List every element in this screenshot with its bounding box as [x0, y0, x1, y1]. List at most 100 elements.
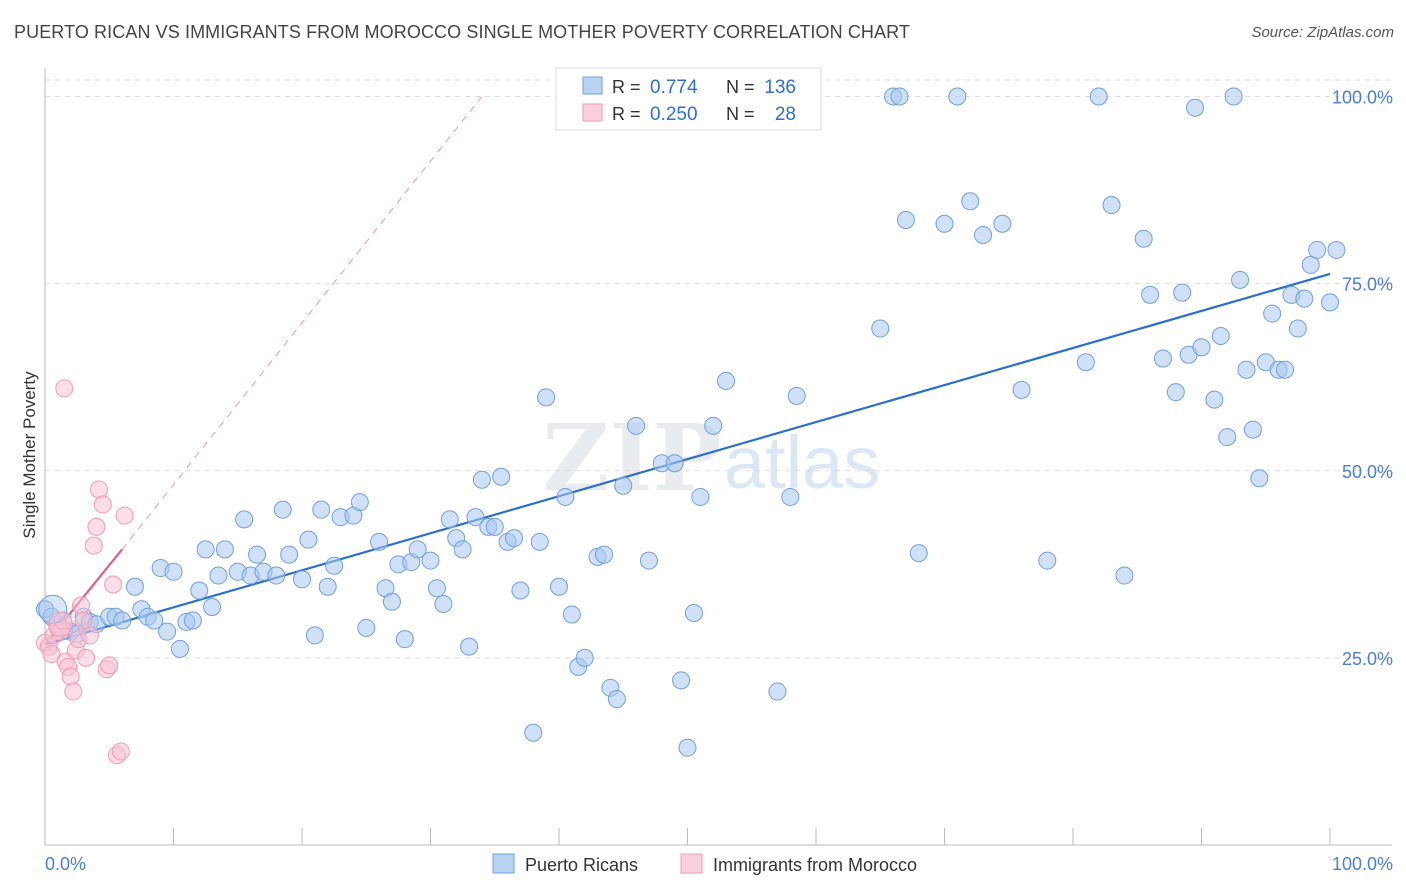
data-point-series-1 [55, 379, 74, 398]
data-point-series-0 [440, 510, 459, 529]
data-point-series-0 [1038, 551, 1057, 570]
legend-swatch-series-1 [680, 853, 703, 874]
data-point-series-0 [787, 386, 806, 405]
data-point-series-0 [556, 487, 575, 506]
data-point-series-1 [71, 596, 90, 615]
data-point-series-1 [61, 667, 80, 686]
legend-label-series-0: Puerto Ricans [525, 855, 638, 875]
data-point-series-0 [1186, 98, 1205, 117]
data-point-series-0 [1263, 304, 1282, 323]
data-point-series-0 [1211, 327, 1230, 346]
data-point-series-0 [325, 556, 344, 575]
data-point-series-0 [1231, 270, 1250, 289]
stats-r-label: R = [612, 77, 641, 97]
data-point-series-0 [453, 540, 472, 559]
data-point-series-0 [190, 581, 209, 600]
source-label: Source: ZipAtlas.com [1251, 24, 1394, 41]
data-point-series-0 [627, 416, 646, 435]
data-point-series-0 [537, 388, 556, 407]
stats-n-label: N = [726, 104, 755, 124]
data-point-series-0 [382, 592, 401, 611]
trend-line-extension-series-1 [121, 96, 483, 550]
legend-swatch-series-0 [492, 853, 515, 874]
data-point-series-0 [1308, 240, 1327, 259]
y-tick-label-25: 25.0% [1342, 649, 1393, 669]
data-point-series-0 [1321, 293, 1339, 312]
data-point-series-0 [293, 570, 311, 589]
data-point-series-1 [74, 611, 93, 630]
data-points [36, 87, 1346, 765]
data-point-series-0 [408, 540, 427, 559]
data-point-series-0 [607, 690, 626, 709]
data-point-series-0 [1141, 285, 1160, 304]
y-tick-label-50: 50.0% [1342, 462, 1393, 482]
data-point-series-0 [466, 508, 485, 527]
stats-n-value: 136 [764, 77, 796, 98]
data-point-series-0 [196, 540, 215, 559]
stats-swatch-series-0 [582, 76, 603, 95]
data-point-series-0 [1166, 383, 1185, 402]
stats-n-label: N = [726, 77, 755, 97]
stats-r-value: 0.774 [650, 77, 698, 98]
x-tick-label-right: 100.0% [1332, 854, 1393, 874]
data-point-series-0 [1237, 360, 1256, 379]
data-point-series-1 [115, 506, 134, 525]
data-point-series-0 [434, 594, 453, 613]
data-point-series-0 [1089, 87, 1108, 106]
data-point-series-0 [993, 214, 1012, 233]
data-point-series-1 [104, 575, 123, 594]
stats-swatch-series-1 [582, 103, 603, 122]
data-point-series-0 [395, 630, 414, 649]
data-point-series-0 [781, 487, 800, 506]
data-point-series-0 [672, 671, 691, 690]
data-point-series-0 [1218, 428, 1237, 447]
data-point-series-0 [183, 611, 202, 630]
data-point-series-0 [318, 577, 337, 596]
trend-lines [44, 96, 1331, 646]
data-point-series-0 [215, 540, 234, 559]
data-point-series-1 [84, 536, 103, 555]
data-point-series-0 [1250, 469, 1269, 488]
data-point-series-0 [505, 529, 524, 548]
data-point-series-0 [665, 454, 684, 473]
data-point-series-0 [691, 487, 710, 506]
data-point-series-0 [427, 579, 446, 598]
data-point-series-0 [974, 225, 993, 244]
stats-n-value: 28 [775, 104, 796, 125]
trend-line-series-0 [44, 272, 1331, 646]
data-point-series-1 [77, 648, 96, 667]
data-point-series-1 [87, 517, 106, 536]
data-point-series-0 [203, 597, 222, 616]
data-point-series-0 [1205, 390, 1224, 409]
data-point-series-0 [280, 545, 299, 564]
data-point-series-0 [273, 500, 292, 519]
data-point-series-0 [961, 192, 980, 211]
stats-r-label: R = [612, 104, 641, 124]
legend-label-series-1: Immigrants from Morocco [713, 855, 917, 875]
data-point-series-0 [896, 211, 915, 230]
data-point-series-0 [511, 581, 530, 600]
data-point-series-0 [1102, 196, 1121, 215]
data-point-series-0 [472, 470, 491, 489]
series-legend: Puerto Ricans Immigrants from Morocco [492, 853, 917, 875]
data-point-series-0 [1288, 319, 1307, 338]
data-point-series-0 [1173, 283, 1192, 302]
data-point-series-0 [209, 566, 228, 585]
data-point-series-0 [1327, 240, 1346, 259]
data-point-series-0 [248, 545, 267, 564]
y-tick-label-75: 75.0% [1342, 275, 1393, 295]
data-point-series-0 [909, 544, 928, 563]
data-point-series-1 [100, 656, 119, 675]
data-point-series-1 [64, 682, 83, 701]
data-point-series-0 [948, 87, 967, 106]
data-point-series-0 [1243, 420, 1262, 439]
data-point-series-0 [158, 622, 177, 641]
data-point-series-0 [562, 605, 581, 624]
data-point-series-0 [235, 510, 254, 529]
data-point-series-0 [524, 723, 543, 742]
data-point-series-0 [871, 319, 890, 338]
data-point-series-0 [1224, 87, 1243, 106]
data-point-series-0 [890, 87, 909, 106]
data-point-series-0 [460, 637, 479, 656]
